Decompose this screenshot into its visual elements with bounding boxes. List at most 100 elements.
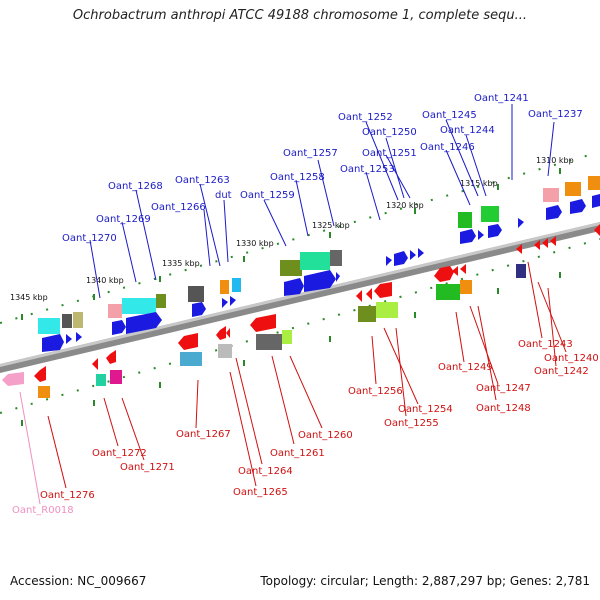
gene-block	[38, 318, 60, 334]
gene-label[interactable]: Oant_1258	[270, 172, 325, 183]
cds-arrow	[304, 270, 336, 292]
accession-text: Accession: NC_009667	[10, 574, 147, 588]
cds-arrow	[356, 290, 362, 302]
reverse-gene-labels: Oant_1243 Oant_1240 Oant_1242 Oant_1249 …	[40, 339, 599, 501]
gene-label[interactable]: Oant_1256	[348, 386, 403, 397]
gene-label[interactable]: Oant_1247	[476, 383, 531, 394]
cds-arrow	[34, 366, 46, 382]
gene-label[interactable]: Oant_1252	[338, 112, 393, 123]
gene-block	[330, 250, 342, 266]
gene-label[interactable]: Oant_1254	[398, 404, 453, 415]
gene-label[interactable]: Oant_1253	[340, 164, 395, 175]
gene-label[interactable]: Oant_1246	[420, 142, 475, 153]
cds-arrow	[460, 229, 476, 244]
gene-block	[460, 280, 472, 294]
gene-block	[62, 314, 72, 328]
scale-label: 1315 kbp	[460, 179, 498, 188]
gene-label[interactable]: Oant_R0018	[12, 505, 74, 516]
gene-label[interactable]: Oant_1263	[175, 175, 230, 186]
gene-label[interactable]: Oant_1270	[62, 233, 117, 244]
gene-label[interactable]: Oant_1272	[92, 448, 147, 459]
gene-block	[108, 304, 122, 318]
gene-block	[218, 344, 232, 358]
gene-label[interactable]: Oant_1266	[151, 202, 206, 213]
gene-block	[38, 386, 50, 398]
gene-block	[122, 298, 156, 314]
gene-block	[516, 264, 526, 278]
gene-label[interactable]: Oant_1250	[362, 127, 417, 138]
gene-label[interactable]: Oant_1259	[240, 190, 295, 201]
gene-block	[96, 374, 106, 386]
gene-label[interactable]: Oant_1265	[233, 487, 288, 498]
gene-label[interactable]: Oant_1260	[298, 430, 353, 441]
gene-block	[280, 260, 302, 276]
cds-arrow	[178, 333, 198, 350]
gene-label[interactable]: Oant_1249	[438, 362, 493, 373]
gene-label[interactable]: Oant_1276	[40, 490, 95, 501]
scale-label: 1320 kbp	[386, 201, 424, 210]
cds-arrow	[42, 334, 64, 352]
scale-label: 1345 kbp	[10, 293, 48, 302]
cds-arrow	[192, 302, 206, 317]
genome-summary-text: Topology: circular; Length: 2,887,297 bp…	[260, 574, 590, 588]
gene-label[interactable]: Oant_1264	[238, 466, 293, 477]
gene-block	[376, 302, 398, 318]
gene-block	[220, 280, 229, 294]
reverse-leader-lines	[47, 261, 567, 489]
cds-arrow	[222, 298, 228, 308]
gene-label[interactable]: Oant_1245	[422, 110, 477, 121]
gene-block	[256, 334, 282, 350]
gene-label[interactable]: Oant_1243	[518, 339, 573, 350]
cds-arrow	[518, 218, 524, 228]
cds-arrow	[106, 350, 116, 364]
gene-label[interactable]: Oant_1257	[283, 148, 338, 159]
scale-labels: 1310 kbp 1315 kbp 1320 kbp 1325 kbp 1330…	[10, 156, 574, 302]
gene-label[interactable]: Oant_1248	[476, 403, 531, 414]
gene-block	[543, 188, 559, 202]
scale-label: 1340 kbp	[86, 276, 124, 285]
reverse-features[interactable]	[2, 224, 600, 398]
cds-arrow	[594, 224, 600, 236]
cds-arrow	[460, 264, 466, 274]
map-title: Ochrobactrum anthropi ATCC 49188 chromos…	[72, 8, 528, 23]
gene-label[interactable]: Oant_1268	[108, 181, 163, 192]
cds-arrow	[394, 251, 408, 266]
cds-arrow	[126, 312, 162, 334]
cds-arrow	[226, 328, 230, 338]
gene-label[interactable]: Oant_1271	[120, 462, 175, 473]
scale-ticks	[21, 168, 561, 426]
scale-label: 1330 kbp	[236, 239, 274, 248]
gene-label[interactable]: Oant_1244	[440, 125, 495, 136]
gene-label[interactable]: Oant_1261	[270, 448, 325, 459]
scale-label: 1325 kbp	[312, 221, 350, 230]
forward-leader-lines	[89, 104, 555, 299]
gene-label[interactable]: dut	[215, 190, 232, 201]
scale-label: 1335 kbp	[162, 259, 200, 268]
gene-label[interactable]: Oant_1241	[474, 93, 529, 104]
gene-label[interactable]: Oant_1240	[544, 353, 599, 364]
cds-arrow	[230, 296, 236, 306]
forward-features[interactable]	[38, 176, 600, 352]
chromosome-backbone	[0, 222, 600, 373]
cds-arrow	[112, 320, 126, 335]
gene-label[interactable]: Oant_1269	[96, 214, 151, 225]
cds-arrow	[550, 236, 556, 246]
gene-block	[73, 312, 83, 328]
rna-arrow	[2, 372, 24, 386]
cds-arrow	[546, 205, 562, 220]
gene-block	[180, 352, 202, 366]
gene-block	[156, 294, 166, 308]
gene-label[interactable]: Oant_1237	[528, 109, 583, 120]
gene-block	[232, 278, 241, 292]
gene-label[interactable]: Oant_1255	[384, 418, 439, 429]
cds-arrow	[216, 326, 226, 340]
cds-arrow	[534, 240, 540, 250]
gene-label[interactable]: Oant_1267	[176, 429, 231, 440]
gene-block	[300, 252, 330, 270]
gene-block	[282, 330, 292, 344]
gene-label[interactable]: Oant_1242	[534, 366, 589, 377]
gene-block	[458, 212, 472, 228]
gene-label[interactable]: Oant_1251	[362, 148, 417, 159]
cds-arrow	[374, 282, 392, 298]
